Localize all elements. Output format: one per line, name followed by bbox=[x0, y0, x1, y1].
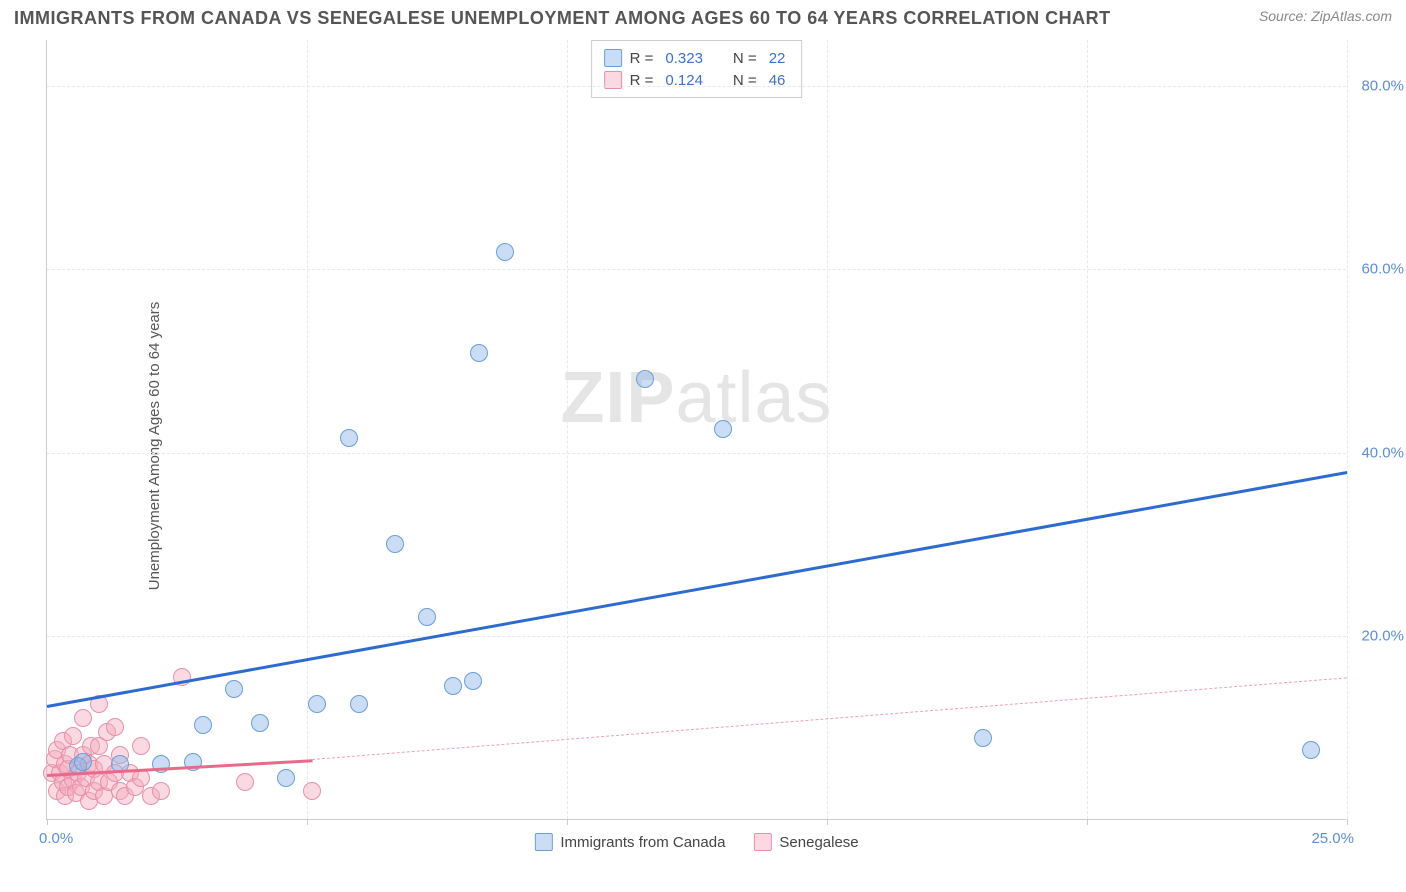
gridline-v bbox=[1087, 40, 1088, 819]
data-point-canada bbox=[251, 714, 269, 732]
y-tick-label: 40.0% bbox=[1361, 444, 1404, 461]
legend-swatch-senegalese-icon bbox=[753, 833, 771, 851]
legend-row-canada: R = 0.323 N = 22 bbox=[604, 47, 790, 69]
x-tick-mark bbox=[47, 819, 48, 825]
trend-line bbox=[47, 471, 1348, 708]
x-tick-mark bbox=[827, 819, 828, 825]
data-point-canada bbox=[636, 370, 654, 388]
trend-line-dashed bbox=[312, 678, 1347, 761]
data-point-senegalese bbox=[74, 709, 92, 727]
data-point-canada bbox=[194, 716, 212, 734]
x-tick-max: 25.0% bbox=[1311, 830, 1354, 847]
data-point-senegalese bbox=[152, 782, 170, 800]
legend-swatch-canada-icon bbox=[534, 833, 552, 851]
gridline-v bbox=[1347, 40, 1348, 819]
data-point-canada bbox=[277, 769, 295, 787]
x-tick-mark bbox=[567, 819, 568, 825]
n-label: N = bbox=[733, 50, 757, 67]
data-point-senegalese bbox=[303, 782, 321, 800]
canada-r-value: 0.323 bbox=[665, 50, 703, 67]
data-point-canada bbox=[464, 672, 482, 690]
legend-bottom: Immigrants from Canada Senegalese bbox=[534, 833, 858, 851]
r-label: R = bbox=[630, 50, 654, 67]
data-point-canada bbox=[225, 680, 243, 698]
gridline-h bbox=[47, 636, 1346, 637]
gridline-v bbox=[567, 40, 568, 819]
gridline-v bbox=[827, 40, 828, 819]
canada-n-value: 22 bbox=[769, 50, 786, 67]
data-point-senegalese bbox=[236, 773, 254, 791]
legend-label-canada: Immigrants from Canada bbox=[560, 834, 725, 851]
data-point-canada bbox=[714, 420, 732, 438]
data-point-canada bbox=[418, 608, 436, 626]
data-point-canada bbox=[308, 695, 326, 713]
data-point-canada bbox=[496, 243, 514, 261]
data-point-senegalese bbox=[106, 718, 124, 736]
plot-area: ZIPatlas R = 0.323 N = 22 R = 0.124 N = bbox=[46, 40, 1346, 820]
watermark-bold: ZIP bbox=[560, 358, 675, 438]
x-tick-mark bbox=[1347, 819, 1348, 825]
gridline-h bbox=[47, 269, 1346, 270]
data-point-canada bbox=[1302, 741, 1320, 759]
gridline-h bbox=[47, 86, 1346, 87]
source-text: Source: ZipAtlas.com bbox=[1259, 8, 1392, 24]
data-point-senegalese bbox=[132, 737, 150, 755]
title-bar: IMMIGRANTS FROM CANADA VS SENEGALESE UNE… bbox=[0, 0, 1406, 33]
chart-title: IMMIGRANTS FROM CANADA VS SENEGALESE UNE… bbox=[14, 8, 1111, 29]
watermark: ZIPatlas bbox=[560, 357, 832, 439]
plot-wrapper: ZIPatlas R = 0.323 N = 22 R = 0.124 N = bbox=[46, 40, 1346, 820]
legend-correlation-box: R = 0.323 N = 22 R = 0.124 N = 46 bbox=[591, 40, 803, 98]
data-point-canada bbox=[974, 729, 992, 747]
x-tick-mark bbox=[1087, 819, 1088, 825]
gridline-h bbox=[47, 453, 1346, 454]
data-point-canada bbox=[350, 695, 368, 713]
legend-swatch-canada bbox=[604, 49, 622, 67]
y-tick-label: 80.0% bbox=[1361, 77, 1404, 94]
watermark-light: atlas bbox=[675, 358, 832, 438]
y-tick-label: 20.0% bbox=[1361, 628, 1404, 645]
legend-item-canada: Immigrants from Canada bbox=[534, 833, 725, 851]
legend-row-senegalese: R = 0.124 N = 46 bbox=[604, 69, 790, 91]
x-tick-min: 0.0% bbox=[39, 830, 73, 847]
legend-label-senegalese: Senegalese bbox=[779, 834, 858, 851]
legend-item-senegalese: Senegalese bbox=[753, 833, 858, 851]
data-point-canada bbox=[386, 535, 404, 553]
chart-container: IMMIGRANTS FROM CANADA VS SENEGALESE UNE… bbox=[0, 0, 1406, 892]
data-point-canada bbox=[470, 344, 488, 362]
data-point-senegalese bbox=[64, 727, 82, 745]
y-tick-label: 60.0% bbox=[1361, 261, 1404, 278]
x-tick-mark bbox=[307, 819, 308, 825]
data-point-canada bbox=[74, 753, 92, 771]
data-point-canada bbox=[444, 677, 462, 695]
data-point-canada bbox=[340, 429, 358, 447]
